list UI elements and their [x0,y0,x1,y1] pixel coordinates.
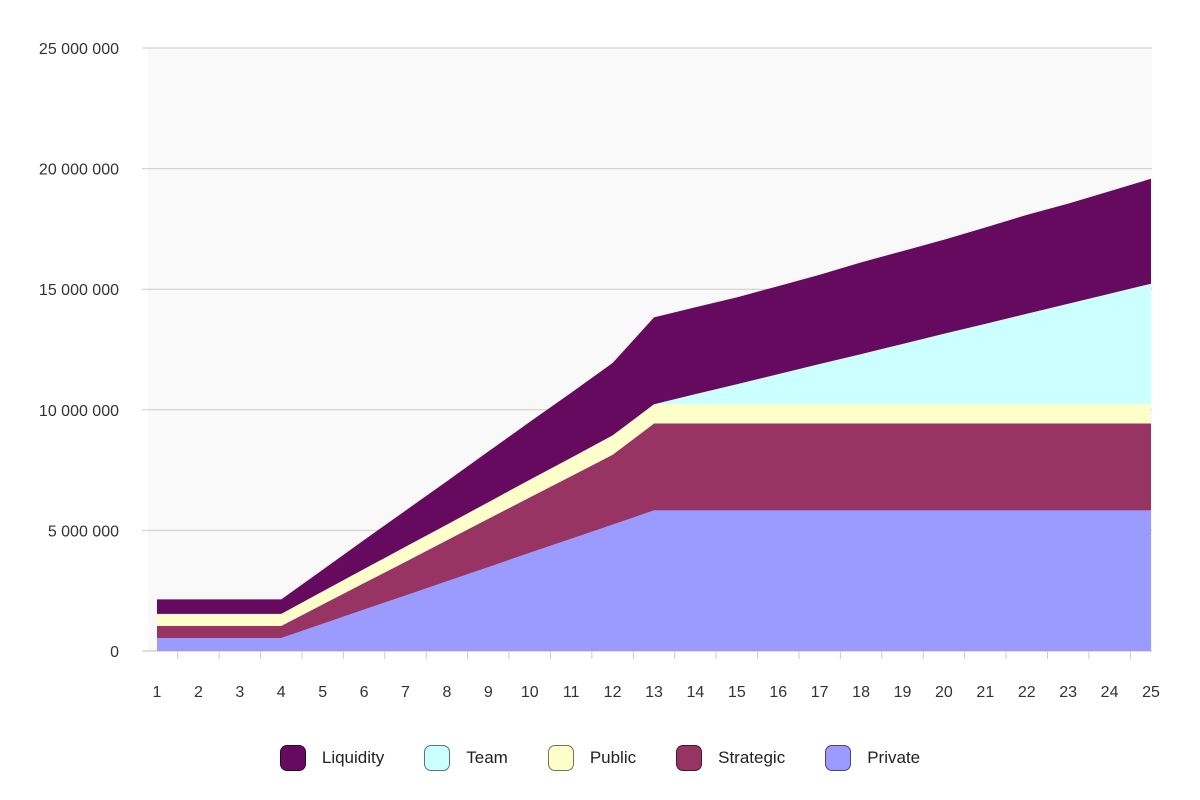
legend-label: Team [466,748,508,767]
legend-item-public: Public [547,745,637,771]
x-tick-label: 19 [894,684,912,701]
y-axis-labels: 0 5 000 000 10 000 000 15 000 000 20 000 000… [39,41,119,661]
legend-item-team: Team [424,745,508,771]
x-tick-label: 14 [687,684,705,701]
area-private [157,510,1151,651]
legend-swatch [424,745,451,771]
x-axis-labels: 1 2 3 4 5 6 7 8 9 10 11 12 13 14 15 16 17 18 19 20 21 22 23 24 2… [153,684,1160,701]
legend-swatch [547,745,574,771]
legend-label: Public [589,748,637,767]
x-tick-label: 7 [401,684,410,701]
x-tick-label: 23 [1059,684,1077,701]
x-tick-label: 6 [360,684,369,701]
x-tick-label: 5 [318,684,327,701]
area-strategic [157,423,1151,638]
x-tick-label: 21 [976,684,994,701]
y-tick-label: 5 000 000 [48,523,119,540]
area-team [157,283,1151,614]
x-tick-label: 16 [769,684,787,701]
x-tick-label: 20 [935,684,953,701]
y-tick-label: 15 000 000 [39,282,119,299]
x-tick-label: 13 [645,684,663,701]
x-tick-label: 4 [277,684,286,701]
legend-item-strategic: Strategic [676,745,785,771]
legend-swatch [279,745,306,771]
x-tick-label: 15 [728,684,746,701]
legend-label: Liquidity [321,748,385,767]
y-tick-label: 25 000 000 [39,41,119,58]
legend-label: Strategic [718,748,786,767]
legend-item-private: Private [825,745,920,771]
x-tick-label: 11 [563,684,580,701]
x-tick-label: 9 [484,684,493,701]
x-tick-label: 24 [1101,684,1119,701]
x-tick-label: 17 [811,684,829,701]
x-tick-label: 10 [521,684,539,701]
area-series [157,178,1151,651]
x-tick-label: 25 [1142,684,1160,701]
legend-label: Private [867,748,921,767]
x-tick-label: 12 [604,684,622,701]
x-tick-label: 22 [1018,684,1036,701]
y-tick-label: 0 [110,644,119,661]
legend-swatch [825,745,852,771]
x-tick-label: 3 [235,684,244,701]
area-liquidity [157,178,1151,614]
x-tick-label: 18 [852,684,870,701]
x-tick-label: 8 [442,684,451,701]
legend-item-liquidity: Liquidity [279,745,385,771]
x-tick-label: 2 [194,684,203,701]
legend: Liquidity Team Public Strategic Private [0,740,1200,776]
legend-swatch [676,745,703,771]
y-tick-label: 10 000 000 [39,403,119,420]
x-tick-label: 1 [153,684,162,701]
x-axis-ticks [177,651,1131,659]
y-tick-label: 20 000 000 [39,162,119,179]
